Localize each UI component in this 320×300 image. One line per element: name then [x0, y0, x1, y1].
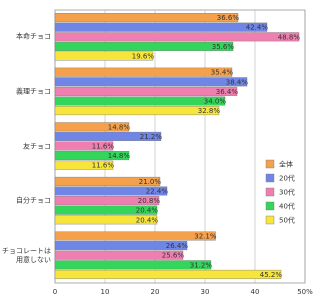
value-label: 35.4% [211, 69, 234, 77]
legend-label: 50代 [279, 216, 295, 225]
legend-swatch [265, 159, 275, 169]
value-label: 36.6% [217, 14, 240, 22]
value-label: 32.8% [198, 107, 221, 115]
bar [54, 196, 160, 206]
x-tick-label: 50% [297, 288, 313, 296]
category-label: チョコレートは用意しない [2, 246, 51, 264]
value-label: 26.4% [166, 242, 189, 250]
bar [54, 51, 154, 61]
category-label: 本命チョコ [16, 32, 51, 41]
bar [54, 41, 234, 51]
value-label: 42.4% [246, 24, 269, 32]
legend-swatch [265, 201, 275, 211]
legend-label: 30代 [279, 188, 295, 197]
legend-label: 40代 [279, 202, 295, 211]
bar [54, 176, 161, 186]
value-label: 34.0% [204, 98, 227, 106]
bar [54, 160, 114, 170]
bar [54, 22, 268, 32]
bar [54, 186, 168, 196]
value-label: 21.2% [140, 133, 163, 141]
value-label: 21.0% [139, 178, 162, 186]
category-label: 友チョコ [23, 142, 51, 150]
value-label: 11.6% [92, 162, 115, 170]
legend-swatch [265, 187, 275, 197]
value-label: 38.4% [226, 78, 249, 86]
bar [54, 13, 239, 23]
value-label: 45.2% [260, 271, 283, 279]
value-label: 48.8% [278, 33, 301, 41]
legend-swatch [265, 173, 275, 183]
bar [54, 141, 114, 151]
value-label: 20.8% [138, 197, 161, 205]
x-tick-label: 0 [53, 288, 57, 296]
x-tick-label: 20 [151, 288, 160, 296]
x-tick-label: 30 [201, 288, 210, 296]
value-label: 14.8% [108, 152, 131, 160]
category-label: 義理チョコ [16, 87, 51, 96]
bar [54, 215, 158, 225]
value-label: 20.4% [136, 216, 159, 224]
bar [54, 86, 238, 96]
category-label: 自分チョコ [16, 196, 51, 205]
bar [54, 205, 158, 215]
bar [54, 67, 233, 77]
value-label: 35.6% [212, 43, 235, 51]
legend-swatch [265, 215, 275, 225]
value-label: 31.2% [190, 261, 213, 269]
bar [54, 32, 300, 42]
value-label: 11.6% [92, 143, 115, 151]
legend-label: 20代 [279, 174, 295, 183]
bar [54, 260, 212, 270]
value-label: 19.6% [132, 53, 155, 61]
bar [54, 122, 130, 132]
bar [54, 106, 220, 116]
bar [54, 250, 184, 260]
value-label: 36.4% [216, 88, 239, 96]
value-label: 20.4% [136, 207, 159, 215]
value-label: 32.1% [194, 233, 217, 241]
bar [54, 131, 162, 141]
bar [54, 269, 282, 279]
bar [54, 96, 226, 106]
x-tick-label: 40 [251, 288, 260, 296]
bar [54, 151, 130, 161]
value-label: 25.6% [162, 252, 185, 260]
x-tick-label: 10 [101, 288, 110, 296]
bar [54, 241, 188, 251]
value-label: 14.8% [108, 123, 131, 131]
bar [54, 231, 216, 241]
bar [54, 77, 248, 87]
value-label: 22.4% [146, 188, 169, 196]
legend-label: 全体 [279, 160, 293, 169]
